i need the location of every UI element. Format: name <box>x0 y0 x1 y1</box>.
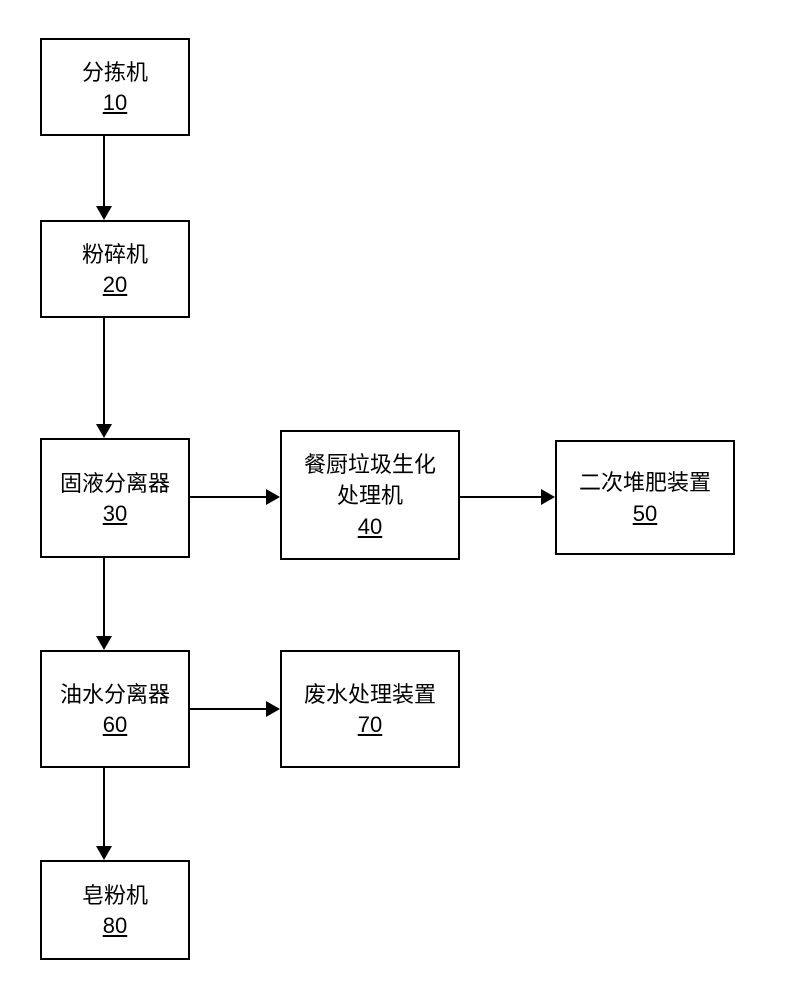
node-composting-device: 二次堆肥装置 50 <box>555 440 735 555</box>
node-biochemical-processor: 餐厨垃圾生化 处理机 40 <box>280 430 460 560</box>
arrowhead-icon <box>96 424 112 438</box>
node-number: 60 <box>103 712 127 738</box>
node-sorter: 分拣机 10 <box>40 38 190 136</box>
arrowhead-icon <box>96 206 112 220</box>
arrowhead-icon <box>541 489 555 505</box>
arrowhead-icon <box>96 846 112 860</box>
node-number: 80 <box>103 913 127 939</box>
edge-10-20 <box>103 136 105 206</box>
node-label: 分拣机 <box>82 58 148 89</box>
node-label: 皂粉机 <box>82 881 148 912</box>
node-number: 10 <box>103 90 127 116</box>
arrowhead-icon <box>96 636 112 650</box>
edge-20-30 <box>103 318 105 424</box>
arrowhead-icon <box>266 701 280 717</box>
node-wastewater-treatment: 废水处理装置 70 <box>280 650 460 768</box>
node-number: 30 <box>103 501 127 527</box>
node-label: 固液分离器 <box>60 469 170 500</box>
node-number: 50 <box>633 501 657 527</box>
node-oil-water-separator: 油水分离器 60 <box>40 650 190 768</box>
node-label: 粉碎机 <box>82 240 148 271</box>
edge-30-60 <box>103 558 105 636</box>
edge-60-70 <box>190 708 266 710</box>
node-label: 油水分离器 <box>60 680 170 711</box>
node-label: 废水处理装置 <box>304 680 436 711</box>
node-crusher: 粉碎机 20 <box>40 220 190 318</box>
node-soap-powder-machine: 皂粉机 80 <box>40 860 190 960</box>
edge-30-40 <box>190 496 266 498</box>
node-number: 70 <box>358 712 382 738</box>
edge-60-80 <box>103 768 105 846</box>
edge-40-50 <box>460 496 541 498</box>
node-label: 二次堆肥装置 <box>579 468 711 499</box>
node-solid-liquid-separator: 固液分离器 30 <box>40 438 190 558</box>
arrowhead-icon <box>266 489 280 505</box>
node-label: 餐厨垃圾生化 处理机 <box>304 450 436 512</box>
node-number: 20 <box>103 272 127 298</box>
node-number: 40 <box>358 514 382 540</box>
